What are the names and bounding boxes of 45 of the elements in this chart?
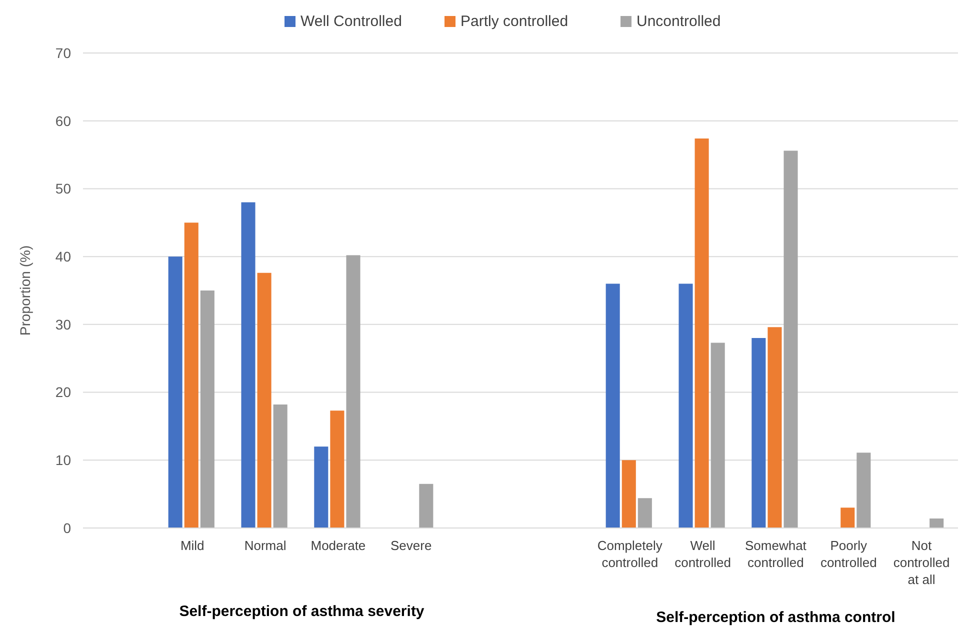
- x-tick-label: Well controlled: [674, 538, 731, 570]
- bar: [622, 460, 636, 528]
- x-tick-label: Moderate: [310, 538, 366, 553]
- legend-label: Well Controlled: [300, 13, 402, 30]
- bar: [606, 284, 620, 528]
- y-tick-label: 10: [55, 452, 72, 468]
- legend-label: Uncontrolled: [636, 13, 721, 30]
- y-tick-label: 50: [55, 180, 72, 197]
- bar: [694, 138, 709, 528]
- bar: [419, 484, 434, 528]
- bar: [930, 518, 944, 528]
- y-tick-label: 0: [63, 520, 72, 536]
- x-tick-label: Somewhat controlled: [744, 538, 807, 570]
- bar: [330, 410, 344, 528]
- y-tick-label: 40: [55, 248, 72, 264]
- bar: [257, 272, 272, 528]
- text: Self-perception of asthma severity: [179, 603, 425, 620]
- legend-label: Partly controlled: [460, 13, 568, 30]
- bar: [241, 202, 256, 528]
- bar: [168, 256, 182, 528]
- bar: [346, 255, 360, 528]
- x-tick-label: Normal: [244, 538, 286, 553]
- y-tick-label: 70: [55, 44, 72, 61]
- bar: [200, 290, 214, 528]
- bar: [752, 338, 766, 528]
- y-tick-label: 20: [55, 384, 72, 400]
- y-axis-title: Proportion (%): [17, 245, 33, 336]
- x-tick-label: Mild: [180, 538, 204, 553]
- bar: [856, 452, 871, 528]
- bar: [840, 508, 855, 528]
- bar: [273, 404, 288, 528]
- x-tick-label: Severe: [390, 538, 432, 553]
- bar: [314, 446, 328, 528]
- y-tick-label: 30: [55, 316, 72, 332]
- bar: [184, 222, 198, 528]
- text: Self-perception of asthma control: [656, 609, 896, 626]
- bar: [638, 498, 652, 528]
- x-tick-label: Not controlled at all: [893, 538, 950, 587]
- x-tick-label: Poorly controlled: [820, 538, 877, 570]
- bar: [678, 284, 693, 528]
- y-tick-label: 60: [55, 112, 72, 129]
- bar: [768, 327, 782, 528]
- bar: [784, 150, 798, 528]
- x-tick-label: Completely controlled: [597, 538, 663, 570]
- bar: [710, 342, 725, 528]
